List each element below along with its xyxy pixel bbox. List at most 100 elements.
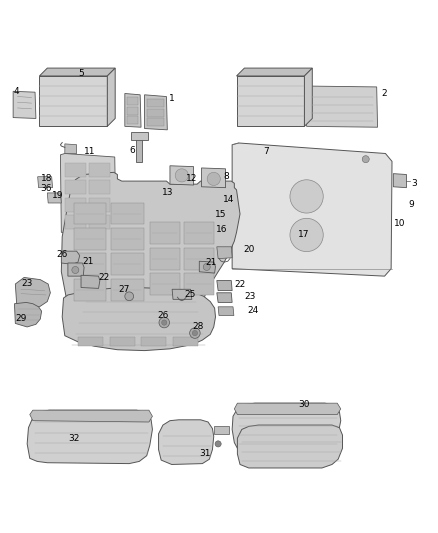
Polygon shape — [60, 154, 116, 233]
Polygon shape — [74, 253, 106, 275]
Text: 10: 10 — [394, 219, 406, 228]
Polygon shape — [89, 180, 110, 194]
Polygon shape — [147, 99, 164, 107]
Polygon shape — [393, 174, 406, 188]
Text: 6: 6 — [129, 146, 135, 155]
Polygon shape — [172, 289, 192, 300]
Text: 15: 15 — [215, 211, 226, 219]
Polygon shape — [147, 109, 164, 117]
Polygon shape — [65, 180, 86, 194]
Text: 16: 16 — [215, 225, 227, 234]
Text: 23: 23 — [244, 292, 255, 301]
Polygon shape — [81, 275, 100, 288]
Polygon shape — [27, 410, 152, 464]
Polygon shape — [214, 426, 229, 434]
Polygon shape — [159, 420, 214, 464]
Polygon shape — [111, 228, 144, 250]
Polygon shape — [131, 132, 148, 140]
Polygon shape — [89, 215, 110, 229]
Text: 29: 29 — [15, 314, 27, 322]
Circle shape — [159, 317, 170, 328]
Polygon shape — [74, 228, 106, 250]
Text: 8: 8 — [223, 172, 229, 181]
Polygon shape — [232, 403, 341, 450]
Polygon shape — [89, 163, 110, 177]
Circle shape — [207, 172, 220, 185]
Polygon shape — [307, 86, 378, 127]
Text: 22: 22 — [234, 279, 246, 288]
Polygon shape — [78, 337, 103, 346]
Polygon shape — [201, 168, 226, 188]
Polygon shape — [39, 68, 115, 76]
Text: 21: 21 — [82, 257, 94, 266]
Circle shape — [162, 320, 167, 325]
Polygon shape — [61, 172, 240, 333]
Polygon shape — [65, 198, 86, 212]
Polygon shape — [150, 222, 180, 244]
Text: 25: 25 — [184, 290, 195, 300]
Polygon shape — [234, 403, 341, 415]
Text: 28: 28 — [193, 322, 204, 332]
Polygon shape — [14, 302, 42, 327]
Text: 20: 20 — [243, 245, 254, 254]
Text: 13: 13 — [162, 189, 173, 197]
Text: 1: 1 — [169, 94, 174, 103]
Text: 26: 26 — [158, 311, 169, 320]
Polygon shape — [61, 251, 80, 264]
Text: 3: 3 — [411, 179, 417, 188]
Polygon shape — [237, 68, 312, 76]
Text: 31: 31 — [199, 449, 211, 458]
Text: 7: 7 — [263, 147, 268, 156]
Polygon shape — [147, 118, 164, 126]
Polygon shape — [111, 279, 144, 301]
Polygon shape — [107, 68, 115, 126]
Polygon shape — [218, 307, 234, 316]
Text: 30: 30 — [298, 400, 309, 409]
Text: 22: 22 — [99, 273, 110, 282]
Polygon shape — [39, 76, 107, 126]
Polygon shape — [65, 163, 86, 177]
Circle shape — [72, 266, 79, 273]
Text: 32: 32 — [68, 434, 79, 443]
Polygon shape — [47, 193, 61, 203]
Text: 14: 14 — [223, 196, 235, 205]
Circle shape — [362, 156, 369, 163]
Text: 36: 36 — [41, 184, 52, 193]
Polygon shape — [13, 91, 36, 118]
Text: 12: 12 — [186, 174, 198, 182]
Polygon shape — [217, 293, 232, 302]
Polygon shape — [145, 95, 167, 130]
Text: 2: 2 — [381, 89, 387, 98]
Text: 11: 11 — [84, 147, 95, 156]
Polygon shape — [237, 76, 304, 126]
Polygon shape — [15, 278, 50, 307]
Polygon shape — [65, 144, 77, 154]
Polygon shape — [110, 337, 135, 346]
Polygon shape — [150, 273, 180, 295]
Polygon shape — [65, 215, 86, 229]
Text: 5: 5 — [78, 69, 84, 78]
Polygon shape — [127, 116, 138, 124]
Text: 19: 19 — [52, 191, 63, 200]
Polygon shape — [141, 337, 166, 346]
Polygon shape — [74, 203, 106, 224]
Circle shape — [203, 263, 210, 270]
Polygon shape — [89, 198, 110, 212]
Polygon shape — [232, 143, 392, 276]
Polygon shape — [184, 273, 214, 295]
Text: 24: 24 — [247, 306, 259, 315]
Polygon shape — [68, 263, 84, 276]
Polygon shape — [150, 248, 180, 270]
Polygon shape — [74, 279, 106, 301]
Polygon shape — [184, 248, 214, 270]
Polygon shape — [237, 425, 343, 468]
Polygon shape — [125, 93, 141, 127]
Circle shape — [125, 292, 134, 301]
Circle shape — [290, 219, 323, 252]
Polygon shape — [111, 253, 144, 275]
Polygon shape — [304, 68, 312, 126]
Circle shape — [175, 169, 188, 182]
Text: 23: 23 — [21, 279, 32, 288]
Polygon shape — [199, 261, 215, 273]
Polygon shape — [30, 410, 152, 422]
